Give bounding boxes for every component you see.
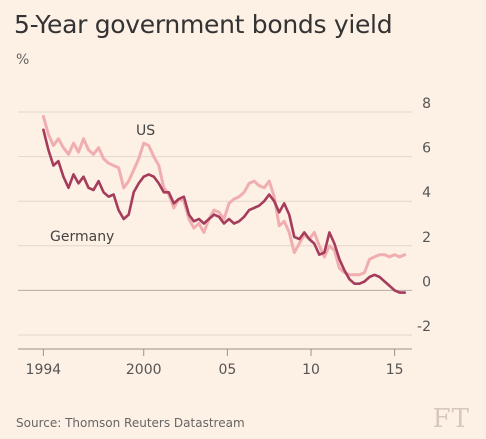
y-tick-label: 8: [422, 96, 431, 112]
ft-logo: FT: [432, 404, 470, 434]
y-tick-label: -2: [417, 319, 431, 335]
series-line-us: [41, 115, 407, 277]
y-axis-unit: %: [16, 52, 30, 68]
series-label-us: US: [136, 123, 155, 139]
y-tick-label: 4: [422, 185, 431, 201]
x-axis: 1994 2000 05 10 15: [26, 349, 404, 378]
x-tick-label: 10: [302, 362, 320, 378]
y-tick-label: 0: [422, 274, 431, 290]
y-tick-label: 2: [422, 230, 431, 246]
chart-title: 5-Year government bonds yield: [14, 10, 393, 39]
series-lines: [41, 115, 407, 294]
y-tick-label: 6: [422, 141, 431, 157]
x-tick-label: 1994: [26, 362, 62, 378]
series-line-germany: [42, 128, 407, 294]
y-axis: 8 6 4 2 0 -2: [417, 96, 431, 335]
source-note: Source: Thomson Reuters Datastream: [16, 416, 245, 430]
series-label-germany: Germany: [50, 229, 114, 245]
gridlines: [18, 111, 412, 350]
x-tick-label: 2000: [126, 362, 162, 378]
x-tick-label: 15: [386, 362, 404, 378]
x-tick-label: 05: [218, 362, 236, 378]
